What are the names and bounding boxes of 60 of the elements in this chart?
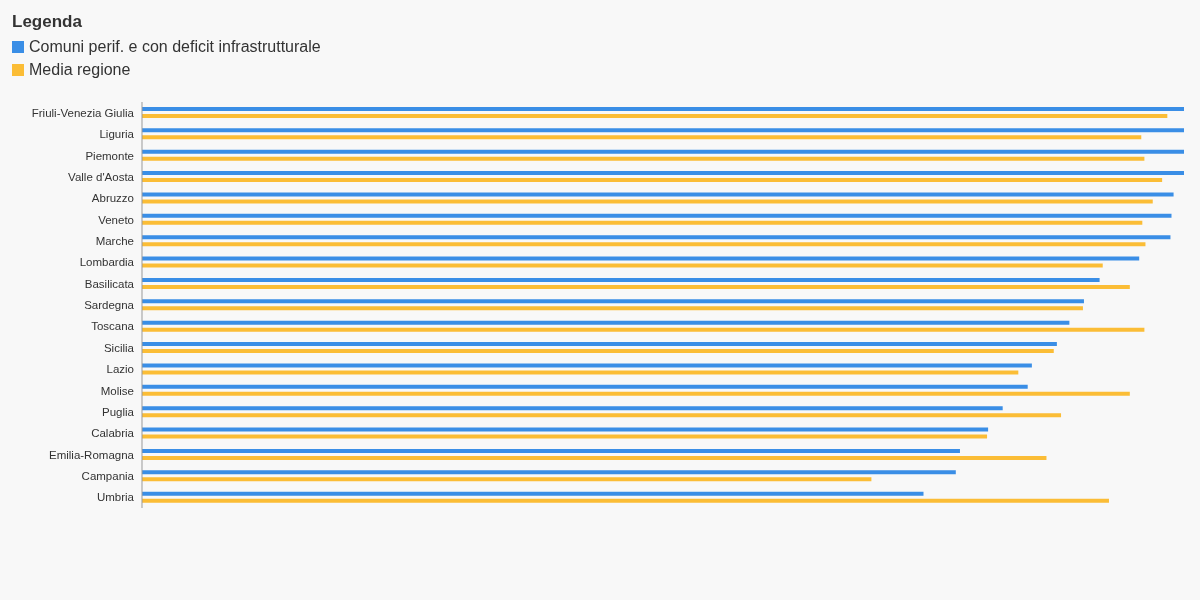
y-tick-label: Umbria	[96, 491, 135, 504]
bar	[142, 220, 1143, 225]
y-tick-label: Puglia	[102, 405, 135, 418]
bar	[142, 448, 960, 453]
y-tick-label: Calabria	[91, 427, 135, 440]
bar	[142, 199, 1153, 204]
bar	[142, 434, 988, 439]
bar	[142, 455, 1047, 460]
y-tick-label: Sicilia	[103, 341, 135, 354]
y-tick-label: Abruzzo	[91, 192, 134, 205]
bar	[142, 406, 1003, 411]
bar	[142, 427, 989, 432]
legend-label: Comuni perif. e con deficit infrastrutturale	[29, 37, 321, 57]
bar	[142, 470, 956, 475]
bar	[142, 306, 1083, 311]
bar	[142, 242, 1146, 247]
y-tick-label: Emilia-Romagna	[48, 448, 135, 461]
bar	[142, 320, 1070, 325]
bar	[142, 491, 924, 496]
bar	[142, 178, 1163, 183]
y-tick-label: Liguria	[99, 128, 135, 141]
y-tick-label: Piemonte	[85, 149, 134, 162]
bar	[142, 149, 1184, 154]
y-tick-label: Campania	[81, 470, 135, 483]
y-tick-label: Marche	[95, 234, 134, 247]
y-tick-label: Lazio	[106, 363, 134, 376]
bar	[142, 349, 1054, 354]
bar	[142, 413, 1062, 418]
bar	[142, 256, 1140, 261]
y-tick-label: Lombardia	[79, 256, 135, 269]
bar	[142, 277, 1100, 282]
bar	[142, 299, 1084, 304]
bar	[142, 391, 1130, 396]
y-tick-label: Basilicata	[84, 277, 135, 290]
bar	[142, 370, 1019, 375]
bar	[142, 156, 1145, 161]
bar	[142, 284, 1130, 289]
bar	[142, 477, 872, 482]
bar	[142, 263, 1103, 268]
bar	[142, 235, 1171, 240]
bar	[142, 114, 1168, 118]
bar	[142, 327, 1145, 332]
bar	[142, 342, 1057, 347]
bar	[142, 192, 1174, 197]
bar	[142, 135, 1142, 140]
y-tick-label: Toscana	[91, 320, 135, 333]
bar	[142, 498, 1109, 503]
bar	[142, 213, 1172, 218]
bar	[142, 363, 1032, 368]
y-tick-label: Molise	[100, 384, 134, 397]
y-tick-label: Veneto	[98, 213, 134, 226]
bar	[142, 384, 1028, 389]
y-tick-label: Friuli-Venezia Giulia	[31, 106, 135, 119]
bar	[142, 171, 1184, 176]
y-tick-label: Sardegna	[84, 299, 135, 312]
y-tick-label: Valle d'Aosta	[68, 170, 135, 183]
legend-title: Legenda	[12, 12, 82, 32]
bar	[142, 128, 1184, 133]
legend-label: Media regione	[29, 60, 131, 80]
bar	[142, 107, 1184, 111]
